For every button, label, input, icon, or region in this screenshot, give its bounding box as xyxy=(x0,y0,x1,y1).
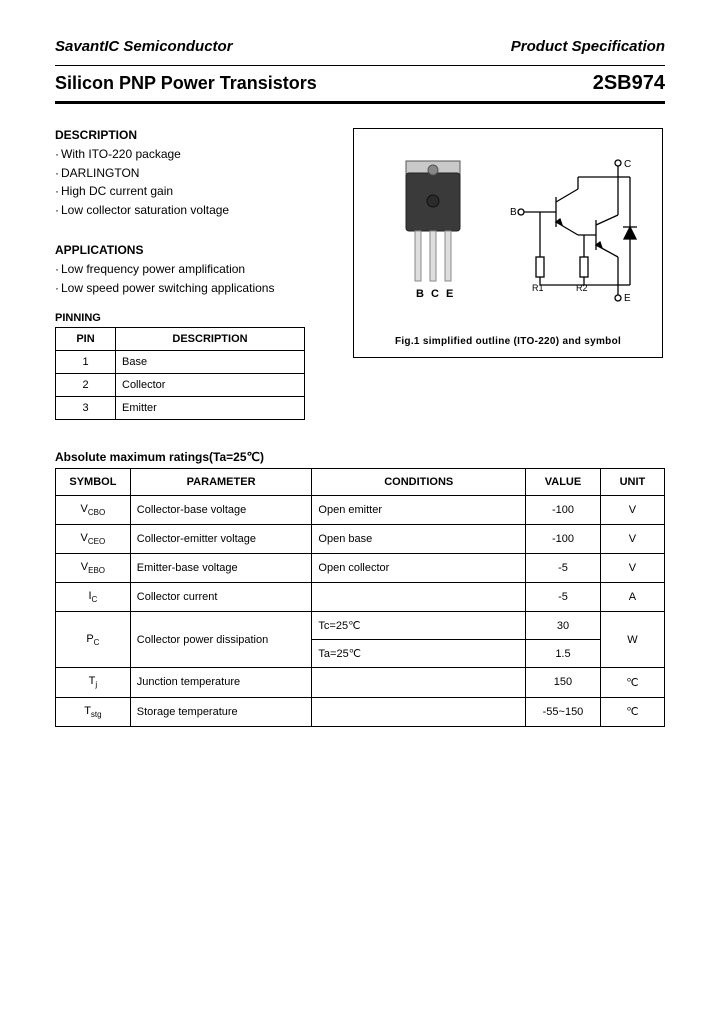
col-header: CONDITIONS xyxy=(312,468,526,495)
cell-symbol: VCEO xyxy=(56,524,131,553)
cell-symbol: VEBO xyxy=(56,553,131,582)
spec-label: Product Specification xyxy=(511,38,665,55)
cell: Base xyxy=(116,350,305,373)
cell: 1 xyxy=(56,350,116,373)
terminal-b: B xyxy=(510,207,517,218)
cell: 1.5 xyxy=(526,640,601,668)
ratings-heading: Absolute maximum ratings(Ta=25℃) xyxy=(55,450,665,464)
cell-symbol: IC xyxy=(56,583,131,612)
table-row: VEBO Emitter-base voltage Open collector… xyxy=(56,553,665,582)
cell: 150 xyxy=(526,668,601,697)
cell: A xyxy=(600,583,664,612)
rule-thick xyxy=(55,101,665,104)
cell: Ta=25℃ xyxy=(312,640,526,668)
list-item: Low frequency power amplification xyxy=(55,260,335,279)
col-header: UNIT xyxy=(600,468,664,495)
cell: Collector current xyxy=(130,583,312,612)
cell: V xyxy=(600,495,664,524)
cell: ℃ xyxy=(600,697,664,726)
cell-symbol: PC xyxy=(56,612,131,668)
cell: Collector-emitter voltage xyxy=(130,524,312,553)
col-header: VALUE xyxy=(526,468,601,495)
table-row: PC Collector power dissipation Tc=25℃ 30… xyxy=(56,612,665,640)
cell: V xyxy=(600,553,664,582)
ratings-table: SYMBOL PARAMETER CONDITIONS VALUE UNIT V… xyxy=(55,468,665,727)
cell: -5 xyxy=(526,553,601,582)
figure-caption: Fig.1 simplified outline (ITO-220) and s… xyxy=(364,336,652,347)
cell-symbol: Tstg xyxy=(56,697,131,726)
figure-box: B C E C B xyxy=(353,128,663,358)
cell: Collector-base voltage xyxy=(130,495,312,524)
cell: V xyxy=(600,524,664,553)
table-row: VCEO Collector-emitter voltage Open base… xyxy=(56,524,665,553)
table-row: 1 Base xyxy=(56,350,305,373)
list-item: Low speed power switching applications xyxy=(55,279,335,298)
terminal-e: E xyxy=(624,293,631,304)
pin-letter: E xyxy=(446,288,453,300)
cell: W xyxy=(600,612,664,668)
cell: ℃ xyxy=(600,668,664,697)
company-name: SavantIC Semiconductor xyxy=(55,38,233,55)
cell: 2 xyxy=(56,373,116,396)
pinning-heading: PINNING xyxy=(55,312,335,324)
cell xyxy=(312,583,526,612)
cell-symbol: Tj xyxy=(56,668,131,697)
list-item: With ITO-220 package xyxy=(55,145,335,164)
cell-symbol: VCBO xyxy=(56,495,131,524)
pin-letter: C xyxy=(431,288,439,300)
table-row: VCBO Collector-base voltage Open emitter… xyxy=(56,495,665,524)
outline-and-symbol-svg: B C E C B xyxy=(368,147,648,317)
table-row: Tj Junction temperature 150 ℃ xyxy=(56,668,665,697)
table-row: Tstg Storage temperature -55~150 ℃ xyxy=(56,697,665,726)
part-number: 2SB974 xyxy=(593,72,665,95)
pin-letter: B xyxy=(416,288,424,300)
cell: Tc=25℃ xyxy=(312,612,526,640)
title-row: Silicon PNP Power Transistors 2SB974 xyxy=(55,66,665,101)
table-row: 3 Emitter xyxy=(56,396,305,419)
cell: Open base xyxy=(312,524,526,553)
cell: -55~150 xyxy=(526,697,601,726)
pinning-table: PIN DESCRIPTION 1 Base 2 Collector 3 Emi… xyxy=(55,327,305,420)
list-item: DARLINGTON xyxy=(55,164,335,183)
description-heading: DESCRIPTION xyxy=(55,128,335,142)
cell: Collector xyxy=(116,373,305,396)
header-row: SavantIC Semiconductor Product Specifica… xyxy=(55,38,665,55)
table-row: PIN DESCRIPTION xyxy=(56,327,305,350)
applications-list: Low frequency power amplification Low sp… xyxy=(55,260,335,297)
cell: Junction temperature xyxy=(130,668,312,697)
table-row: IC Collector current -5 A xyxy=(56,583,665,612)
cell: Open emitter xyxy=(312,495,526,524)
description-list: With ITO-220 package DARLINGTON High DC … xyxy=(55,145,335,219)
cell: Emitter xyxy=(116,396,305,419)
list-item: High DC current gain xyxy=(55,182,335,201)
cell: Open collector xyxy=(312,553,526,582)
terminal-c: C xyxy=(624,159,631,170)
cell: 30 xyxy=(526,612,601,640)
cell: Emitter-base voltage xyxy=(130,553,312,582)
table-row: 2 Collector xyxy=(56,373,305,396)
list-item: Low collector saturation voltage xyxy=(55,201,335,220)
col-header: PARAMETER xyxy=(130,468,312,495)
cell xyxy=(312,668,526,697)
cell: -5 xyxy=(526,583,601,612)
cell: -100 xyxy=(526,524,601,553)
table-row: SYMBOL PARAMETER CONDITIONS VALUE UNIT xyxy=(56,468,665,495)
cell: Collector power dissipation xyxy=(130,612,312,668)
col-header: PIN xyxy=(56,327,116,350)
cell xyxy=(312,697,526,726)
cell: Storage temperature xyxy=(130,697,312,726)
applications-heading: APPLICATIONS xyxy=(55,243,335,257)
cell: -100 xyxy=(526,495,601,524)
cell: 3 xyxy=(56,396,116,419)
product-title: Silicon PNP Power Transistors xyxy=(55,73,317,94)
col-header: DESCRIPTION xyxy=(116,327,305,350)
col-header: SYMBOL xyxy=(56,468,131,495)
